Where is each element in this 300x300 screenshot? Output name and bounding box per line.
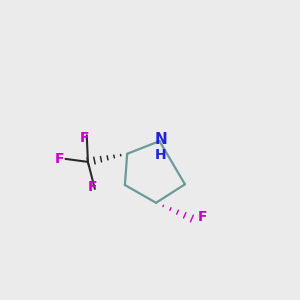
Text: N: N (154, 132, 167, 147)
Text: F: F (88, 180, 97, 194)
Text: F: F (55, 152, 64, 166)
Text: F: F (80, 130, 89, 145)
Text: F: F (198, 210, 207, 224)
Text: H: H (155, 148, 167, 161)
